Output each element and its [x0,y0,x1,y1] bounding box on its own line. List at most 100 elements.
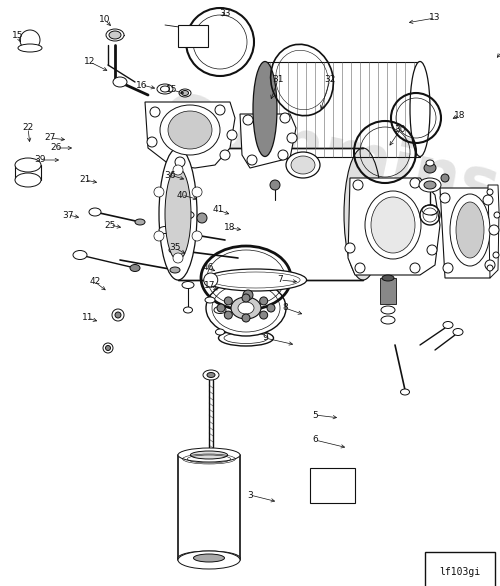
Text: 32: 32 [324,76,336,84]
Circle shape [243,290,253,300]
Text: 11: 11 [82,314,94,322]
Circle shape [204,273,218,287]
Ellipse shape [170,267,180,273]
Ellipse shape [194,554,224,562]
Circle shape [242,314,250,322]
Circle shape [260,297,268,305]
Ellipse shape [443,322,453,329]
Circle shape [487,189,493,195]
Circle shape [147,137,157,147]
Ellipse shape [410,62,430,156]
Ellipse shape [109,31,121,39]
Circle shape [278,150,288,160]
Ellipse shape [371,197,415,253]
Text: 27: 27 [44,134,56,142]
Text: 33: 33 [219,9,231,19]
Text: 37: 37 [62,210,74,220]
Circle shape [175,157,185,167]
Ellipse shape [168,111,212,149]
Ellipse shape [381,306,395,314]
Circle shape [487,265,493,271]
Text: 36: 36 [164,171,176,179]
Text: 39: 39 [34,155,46,165]
Ellipse shape [182,281,194,288]
Circle shape [355,263,365,273]
Ellipse shape [291,156,315,174]
Bar [178,25,208,47]
Text: 40: 40 [176,190,188,199]
Ellipse shape [453,329,463,336]
Circle shape [489,225,499,235]
Ellipse shape [214,306,226,314]
Text: 18: 18 [224,223,236,233]
Polygon shape [178,148,363,280]
Circle shape [441,174,449,182]
Ellipse shape [178,551,240,565]
Ellipse shape [159,148,197,280]
Ellipse shape [212,284,280,332]
Ellipse shape [382,275,394,281]
Ellipse shape [178,551,240,569]
Ellipse shape [73,250,87,260]
Circle shape [260,311,268,319]
Text: 21: 21 [80,175,90,185]
Ellipse shape [89,208,101,216]
Ellipse shape [424,163,436,173]
Ellipse shape [203,370,219,380]
Ellipse shape [178,448,240,462]
Ellipse shape [159,227,171,233]
Ellipse shape [400,389,409,395]
Ellipse shape [169,247,181,254]
Ellipse shape [419,178,441,192]
Ellipse shape [160,86,170,92]
Circle shape [410,263,420,273]
Circle shape [345,243,355,253]
Text: 10: 10 [99,15,111,25]
Ellipse shape [216,329,224,335]
Circle shape [197,213,207,223]
Ellipse shape [184,307,192,313]
Ellipse shape [18,44,42,52]
Ellipse shape [103,343,113,353]
Text: 17: 17 [204,281,216,289]
Circle shape [493,252,499,258]
Ellipse shape [180,211,194,219]
Wedge shape [0,74,500,586]
Circle shape [280,113,290,123]
Circle shape [224,311,232,319]
Ellipse shape [206,280,286,336]
Ellipse shape [286,152,320,178]
Text: lf103gi: lf103gi [440,567,480,577]
Text: Cummins: Cummins [154,87,500,223]
Text: 42: 42 [90,278,101,287]
Ellipse shape [205,297,215,303]
Text: 15: 15 [12,32,24,40]
Ellipse shape [190,451,228,459]
Polygon shape [440,188,498,278]
Circle shape [410,178,420,188]
Text: 12: 12 [84,57,96,66]
Polygon shape [240,114,296,168]
Text: 31: 31 [272,76,284,84]
Circle shape [173,165,183,175]
Text: 6: 6 [312,435,318,445]
Ellipse shape [115,312,121,318]
Circle shape [270,180,280,190]
Circle shape [440,193,450,203]
Ellipse shape [15,158,41,172]
Ellipse shape [182,90,188,96]
Circle shape [227,130,237,140]
Ellipse shape [160,105,220,155]
Bar [380,278,396,304]
Circle shape [243,115,253,125]
Circle shape [192,231,202,241]
Circle shape [217,304,225,312]
Ellipse shape [231,297,261,319]
Ellipse shape [224,332,268,343]
Circle shape [242,294,250,302]
Ellipse shape [238,302,254,314]
Ellipse shape [207,373,215,377]
Text: 7: 7 [277,275,283,284]
Ellipse shape [205,269,306,291]
Ellipse shape [135,219,145,225]
